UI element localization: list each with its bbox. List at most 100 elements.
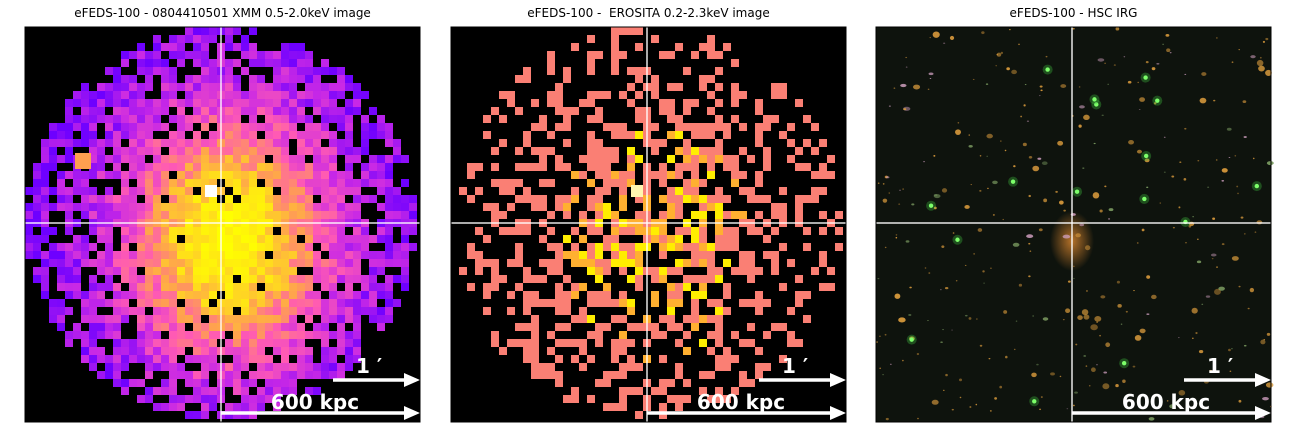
image-pixel bbox=[209, 259, 217, 267]
image-pixel bbox=[57, 299, 65, 307]
image-pixel bbox=[321, 339, 329, 347]
image-pixel bbox=[467, 251, 475, 259]
image-pixel bbox=[321, 163, 329, 171]
galaxy bbox=[981, 31, 985, 35]
galaxy bbox=[1266, 332, 1271, 336]
image-pixel bbox=[361, 283, 369, 291]
image-pixel bbox=[201, 379, 209, 387]
image-pixel bbox=[321, 83, 329, 91]
image-pixel bbox=[635, 107, 643, 115]
image-pixel bbox=[193, 395, 201, 403]
image-pixel bbox=[571, 339, 579, 347]
image-pixel bbox=[353, 259, 361, 267]
image-pixel bbox=[305, 139, 313, 147]
image-pixel bbox=[571, 251, 579, 259]
image-pixel bbox=[169, 235, 177, 243]
image-pixel bbox=[289, 259, 297, 267]
image-pixel bbox=[161, 171, 169, 179]
image-pixel bbox=[329, 147, 337, 155]
image-pixel bbox=[345, 99, 353, 107]
image-pixel bbox=[547, 131, 555, 139]
image-pixel bbox=[233, 235, 241, 243]
image-pixel bbox=[555, 307, 563, 315]
galaxy bbox=[1029, 250, 1032, 253]
image-pixel bbox=[129, 131, 137, 139]
image-pixel bbox=[137, 59, 145, 67]
image-pixel bbox=[329, 115, 337, 123]
image-pixel bbox=[161, 187, 169, 195]
galaxy bbox=[1228, 156, 1231, 158]
image-pixel bbox=[201, 387, 209, 395]
image-pixel bbox=[113, 195, 121, 203]
image-pixel bbox=[25, 251, 33, 259]
image-pixel bbox=[201, 43, 209, 51]
image-pixel bbox=[89, 147, 97, 155]
image-pixel bbox=[345, 131, 353, 139]
image-pixel bbox=[595, 227, 603, 235]
image-pixel bbox=[249, 235, 257, 243]
image-pixel bbox=[345, 275, 353, 283]
image-pixel bbox=[89, 323, 97, 331]
image-pixel bbox=[811, 147, 819, 155]
image-pixel bbox=[297, 171, 305, 179]
image-pixel bbox=[385, 275, 393, 283]
image-pixel bbox=[603, 243, 611, 251]
image-pixel bbox=[667, 307, 675, 315]
image-pixel bbox=[337, 371, 345, 379]
image-pixel bbox=[555, 251, 563, 259]
image-pixel bbox=[225, 259, 233, 267]
image-pixel bbox=[193, 347, 201, 355]
galaxy bbox=[898, 317, 906, 323]
image-pixel bbox=[555, 83, 563, 91]
image-pixel bbox=[73, 243, 81, 251]
galaxy bbox=[1262, 40, 1266, 43]
star bbox=[1045, 67, 1050, 72]
image-pixel bbox=[265, 331, 273, 339]
image-pixel bbox=[337, 331, 345, 339]
galaxy bbox=[1260, 339, 1266, 345]
image-pixel bbox=[289, 275, 297, 283]
image-pixel bbox=[81, 195, 89, 203]
image-pixel bbox=[587, 243, 595, 251]
image-pixel bbox=[265, 211, 273, 219]
image-pixel bbox=[257, 339, 265, 347]
image-pixel bbox=[329, 259, 337, 267]
image-pixel bbox=[337, 123, 345, 131]
image-pixel bbox=[113, 267, 121, 275]
image-pixel bbox=[113, 203, 121, 211]
galaxy bbox=[1226, 127, 1232, 131]
image-pixel bbox=[603, 283, 611, 291]
image-pixel bbox=[121, 275, 129, 283]
galaxy bbox=[1108, 208, 1114, 212]
image-pixel bbox=[273, 67, 281, 75]
image-pixel bbox=[129, 115, 137, 123]
image-pixel bbox=[249, 299, 257, 307]
image-pixel bbox=[65, 115, 73, 123]
image-pixel bbox=[531, 203, 539, 211]
image-pixel bbox=[707, 395, 715, 403]
image-pixel bbox=[289, 171, 297, 179]
image-pixel bbox=[177, 115, 185, 123]
image-pixel bbox=[385, 227, 393, 235]
image-pixel bbox=[249, 163, 257, 171]
image-pixel bbox=[65, 291, 73, 299]
image-pixel bbox=[209, 355, 217, 363]
image-pixel bbox=[329, 283, 337, 291]
image-pixel bbox=[385, 155, 393, 163]
image-pixel bbox=[241, 331, 249, 339]
image-pixel bbox=[723, 243, 731, 251]
image-pixel bbox=[225, 67, 233, 75]
image-pixel bbox=[563, 339, 571, 347]
image-pixel bbox=[329, 187, 337, 195]
image-pixel bbox=[185, 251, 193, 259]
galaxy bbox=[1159, 202, 1162, 204]
image-pixel bbox=[337, 275, 345, 283]
image-pixel bbox=[675, 115, 683, 123]
image-pixel bbox=[667, 243, 675, 251]
galaxy bbox=[955, 280, 958, 282]
image-pixel bbox=[555, 203, 563, 211]
image-pixel bbox=[73, 139, 81, 147]
image-pixel bbox=[137, 179, 145, 187]
image-pixel bbox=[225, 227, 233, 235]
image-pixel bbox=[691, 211, 699, 219]
